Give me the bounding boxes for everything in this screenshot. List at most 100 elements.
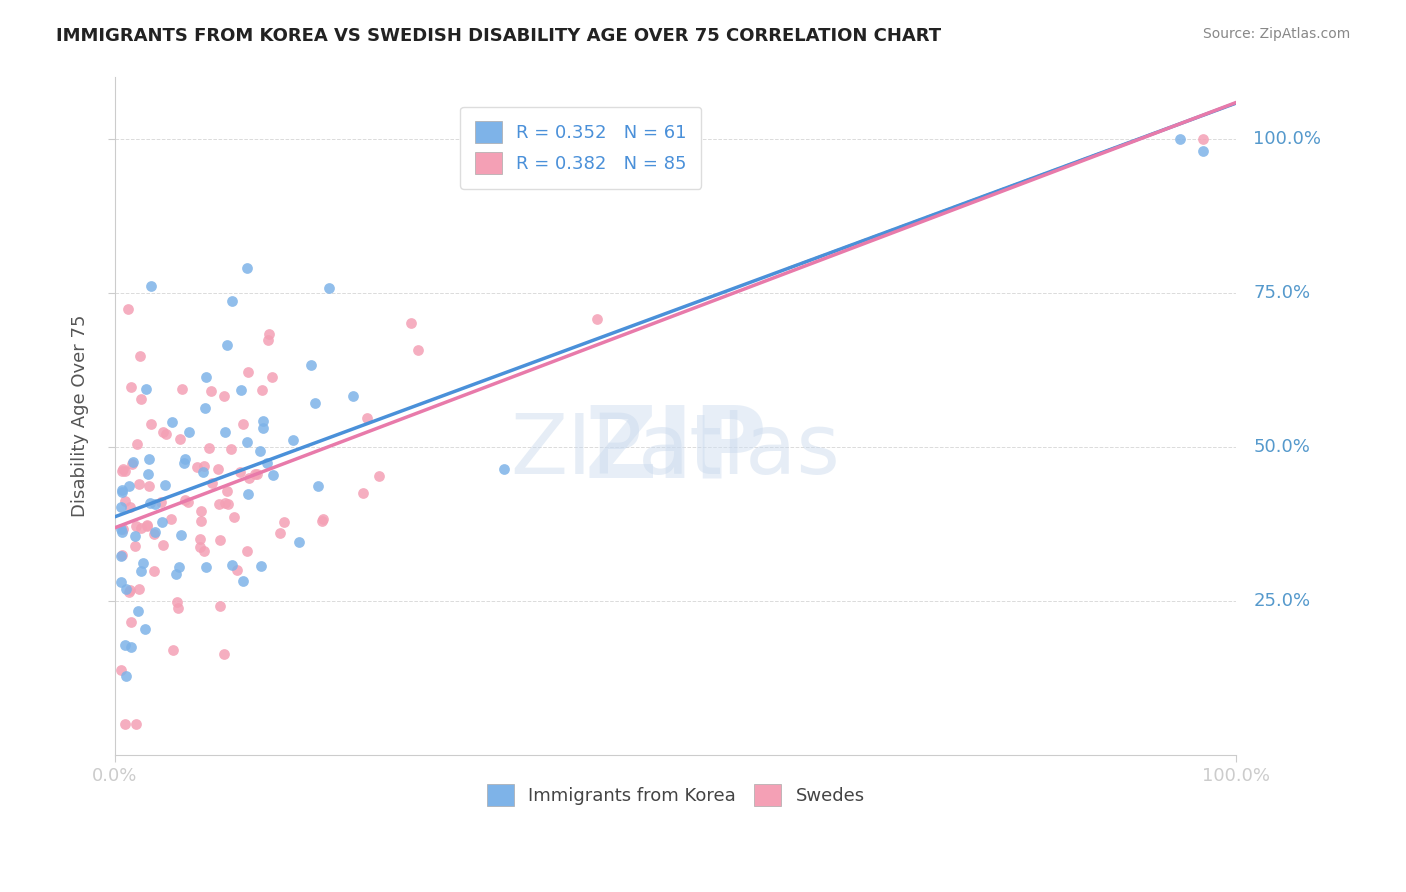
Point — [257, 333, 280, 347]
Point — [352, 486, 374, 500]
Point — [153, 477, 176, 491]
Point — [110, 549, 132, 563]
Point — [112, 462, 135, 476]
Point — [128, 582, 150, 596]
Point — [312, 512, 335, 526]
Point — [193, 458, 215, 473]
Point — [232, 417, 254, 431]
Point — [190, 514, 212, 528]
Point — [138, 452, 160, 467]
Point — [492, 462, 515, 476]
Point — [221, 558, 243, 573]
Point — [200, 384, 222, 398]
Text: ZIPatlas: ZIPatlas — [510, 409, 841, 491]
Point — [208, 533, 231, 547]
Point — [170, 528, 193, 542]
Point — [152, 538, 174, 552]
Point — [307, 479, 329, 493]
Point — [256, 456, 278, 470]
Text: 100.0%: 100.0% — [1253, 130, 1322, 148]
Point — [124, 529, 146, 543]
Point — [125, 717, 148, 731]
Point — [252, 414, 274, 428]
Point — [214, 496, 236, 510]
Point — [127, 436, 149, 450]
Point — [110, 500, 132, 514]
Point — [236, 487, 259, 501]
Point — [195, 369, 218, 384]
Point — [269, 525, 291, 540]
Point — [111, 549, 134, 563]
Point — [193, 543, 215, 558]
Point — [288, 535, 311, 549]
Point — [122, 455, 145, 469]
Point — [129, 349, 152, 363]
Point — [135, 518, 157, 533]
Point — [135, 382, 157, 396]
Point — [231, 383, 253, 397]
Point — [143, 565, 166, 579]
Point — [120, 615, 142, 630]
Point — [114, 464, 136, 478]
Point — [162, 415, 184, 429]
Point — [1191, 145, 1213, 159]
Point — [311, 514, 333, 528]
Point — [129, 520, 152, 534]
Text: 50.0%: 50.0% — [1253, 438, 1310, 456]
Point — [114, 717, 136, 731]
Point — [356, 410, 378, 425]
Point — [111, 485, 134, 500]
Text: 25.0%: 25.0% — [1253, 592, 1310, 610]
Point — [246, 467, 269, 481]
Point — [257, 326, 280, 341]
Point — [236, 435, 259, 450]
Point — [143, 524, 166, 539]
Point — [236, 544, 259, 558]
Point — [215, 483, 238, 498]
Point — [238, 471, 260, 485]
Point — [129, 565, 152, 579]
Point — [368, 469, 391, 483]
Point — [252, 383, 274, 397]
Point — [174, 492, 197, 507]
Point — [170, 382, 193, 396]
Point — [121, 457, 143, 471]
Text: ZIP: ZIP — [585, 401, 768, 499]
Point — [173, 456, 195, 470]
Point — [143, 497, 166, 511]
Point — [212, 647, 235, 661]
Point — [118, 582, 141, 597]
Point — [232, 574, 254, 588]
Point — [115, 582, 138, 596]
Point — [273, 516, 295, 530]
Point — [249, 444, 271, 458]
Point — [262, 369, 284, 384]
Point — [165, 567, 187, 582]
Point — [111, 522, 134, 536]
Point — [111, 483, 134, 497]
Point — [318, 281, 340, 295]
Point — [118, 585, 141, 599]
Point — [188, 532, 211, 546]
Point — [177, 425, 200, 439]
Point — [128, 476, 150, 491]
Point — [1168, 132, 1191, 146]
Point — [139, 279, 162, 293]
Point — [212, 389, 235, 403]
Point — [169, 432, 191, 446]
Point — [111, 464, 134, 478]
Point — [217, 498, 239, 512]
Text: Source: ZipAtlas.com: Source: ZipAtlas.com — [1202, 27, 1350, 41]
Point — [131, 392, 153, 406]
Point — [191, 465, 214, 479]
Point — [138, 479, 160, 493]
Point — [222, 510, 245, 524]
Text: IMMIGRANTS FROM KOREA VS SWEDISH DISABILITY AGE OVER 75 CORRELATION CHART: IMMIGRANTS FROM KOREA VS SWEDISH DISABIL… — [56, 27, 942, 45]
Point — [120, 640, 142, 654]
Point — [155, 426, 177, 441]
Legend: Immigrants from Korea, Swedes: Immigrants from Korea, Swedes — [479, 777, 872, 814]
Point — [166, 595, 188, 609]
Point — [186, 459, 208, 474]
Point — [134, 622, 156, 636]
Point — [162, 642, 184, 657]
